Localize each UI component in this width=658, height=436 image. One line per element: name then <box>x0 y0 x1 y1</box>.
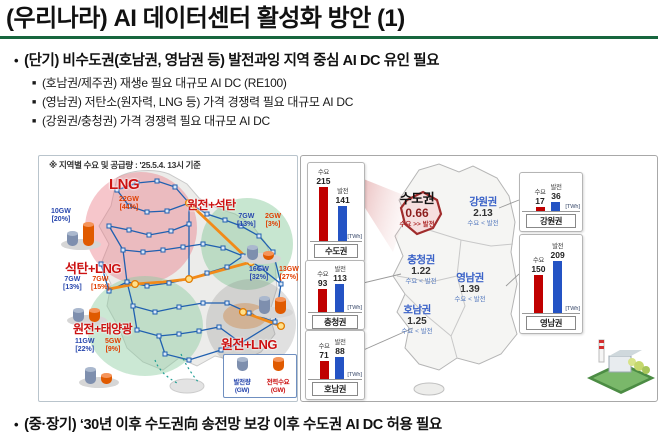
supply-cylinder-icon <box>247 245 258 260</box>
sub-bullet: ■ (호남권/제주권) 재생e 필요 대규모 AI DC (RE100) <box>32 76 287 91</box>
supply-cylinder-icon <box>259 296 270 314</box>
chart-card-chungcheong: 수요 93 발전 113 [TWh] 충청권 <box>305 260 365 330</box>
region-map <box>341 163 655 396</box>
legend-supply: 발전량 (GW) <box>224 355 260 397</box>
bars-area: 수요 215 발전 141 [TWh] <box>310 165 362 242</box>
nuclear-solar-demand-value: 5GW [9%] <box>105 338 121 354</box>
title-divider <box>0 36 658 40</box>
bars-area: 수요 150 발전 209 [TWh] <box>522 237 580 314</box>
coal-lng-cylinders <box>67 290 107 326</box>
power-grid-map-panel: ※ 지역별 수요 및 공급량 : '25.5.4. 13시 기준 <box>38 155 299 402</box>
marker-label-coal-lng: 석탄+LNG <box>65 261 121 276</box>
supply-bar <box>338 206 348 241</box>
card-connectors <box>358 199 520 353</box>
demand-cylinder-icon <box>89 308 100 322</box>
main-bullet: • (단기) 비수도권(호남권, 영남권 등) 발전과잉 지역 중심 AI DC … <box>14 53 440 70</box>
supply-bar <box>335 284 345 312</box>
supply-cylinder-icon <box>236 357 248 371</box>
chart-card-gangwon: 수요 17 발전 36 [TWh] 강원권 <box>519 172 583 232</box>
bars-area: 수요 93 발전 113 [TWh] <box>308 263 362 313</box>
demand-cylinder-icon <box>83 222 94 246</box>
marker-label-nuclear-solar: 원전+태양광 <box>73 322 133 336</box>
lng-supply-value: 10GW [20%] <box>51 208 71 224</box>
platter <box>253 307 293 318</box>
bars-area: 수요 71 발전 88 [TWh] <box>308 333 362 380</box>
sub-bullet: ■ (영남권) 저탄소(원자력, LNG 등) 가격 경쟁력 필요 대규모 AI … <box>32 95 354 110</box>
chart-card-title: 충청권 <box>312 315 358 329</box>
marker-label-nuclear-coal: 원전+석탄 <box>187 198 236 212</box>
region-label-chungcheong: 충청권 1.22 수요 < 발전 <box>405 254 437 285</box>
region-label-honam: 호남권 1.25 수요 < 발전 <box>401 304 433 335</box>
bullet-square-icon: ■ <box>32 99 36 107</box>
lng-demand-value: 22GW [44%] <box>119 196 139 212</box>
bullet-list: • (단기) 비수도권(호남권, 영남권 등) 발전과잉 지역 중심 AI DC … <box>0 39 658 129</box>
demand-cylinder-icon <box>263 251 274 260</box>
nuclear-coal-demand-value: 2GW [3%] <box>265 213 281 229</box>
nuclear-lng-cylinders <box>253 282 293 318</box>
bottom-bullet: • (중·장기) ‘30년 이후 수도권向 송전망 보강 이후 수도권 AI DC… <box>14 417 442 433</box>
supply-bar <box>553 261 563 313</box>
bullet-square-icon: ■ <box>32 80 36 88</box>
demand-cylinder-icon <box>272 357 284 371</box>
platter <box>79 377 119 388</box>
platter <box>67 315 107 326</box>
demand-bar <box>318 187 328 241</box>
demand-bar <box>318 289 328 312</box>
region-label-yeongnam: 영남권 1.39 수요 < 발전 <box>454 272 486 303</box>
demand-bar <box>535 207 545 211</box>
nuclear-lng-supply-value: 16GW [32%] <box>249 266 269 282</box>
bullet-dot-icon: • <box>14 53 19 69</box>
coal-lng-supply-value: 7GW [13%] <box>63 276 82 292</box>
supply-bar <box>335 357 345 379</box>
chart-card-title: 강원권 <box>526 214 576 228</box>
grid-map-legend: 발전량 (GW) 전력수요 (GW) <box>223 354 297 398</box>
marker-label-nuclear-lng: 원전+LNG <box>221 337 277 352</box>
chart-card-sudogwon: 수요 215 발전 141 [TWh] 수도권 <box>307 162 365 262</box>
supply-cylinder-icon <box>67 231 78 246</box>
supply-cylinder-icon <box>85 367 96 384</box>
page-title: (우리나라) AI 데이터센터 활성화 방안 (1) <box>6 5 405 32</box>
korea-landmass <box>98 170 278 371</box>
marker-label-lng: LNG <box>109 176 140 193</box>
chart-card-yeongnam: 수요 150 발전 209 [TWh] 영남권 <box>519 234 583 334</box>
jeju-island <box>413 382 445 396</box>
demand-cylinder-icon <box>101 373 112 384</box>
platter <box>61 239 101 250</box>
supply-cylinder-icon <box>73 308 84 322</box>
nuclear-coal-supply-value: 7GW [13%] <box>237 213 256 229</box>
supply-bar <box>551 202 561 211</box>
demand-cylinder-icon <box>275 297 286 314</box>
demand-bar <box>533 275 543 313</box>
map-note: ※ 지역별 수요 및 공급량 : '25.5.4. 13시 기준 <box>49 160 201 170</box>
nuclear-lng-demand-value: 13GW [27%] <box>279 266 299 282</box>
chart-card-title: 호남권 <box>312 382 358 396</box>
zone-lng <box>85 172 197 284</box>
bullet-square-icon: ■ <box>32 118 36 126</box>
nuclear-solar-cylinders <box>79 352 119 388</box>
chart-card-title: 영남권 <box>526 316 576 330</box>
lng-cylinders <box>61 214 101 250</box>
bars-area: 수요 17 발전 36 [TWh] <box>522 175 580 212</box>
platter <box>241 253 281 264</box>
bullet-dot-icon: • <box>14 417 19 432</box>
region-label-sudogwon: 수도권 0.66 수요 >> 발전 <box>399 191 435 228</box>
figure-row: ※ 지역별 수요 및 공급량 : '25.5.4. 13시 기준 <box>38 155 658 402</box>
coal-lng-demand-value: 7GW [15%] <box>91 276 110 292</box>
power-plant-illustration <box>587 339 655 394</box>
region-label-gangwon: 강원권 2.13 수요 < 발전 <box>467 196 499 227</box>
legend-demand: 전력수요 (GW) <box>260 355 296 397</box>
nuclear-solar-supply-value: 11GW [22%] <box>75 338 95 354</box>
sub-bullet: ■ (강원권/충청권) 가격 경쟁력 필요 대규모 AI DC <box>32 114 270 129</box>
zone-west-green <box>87 276 203 376</box>
grid-network-map <box>85 170 296 394</box>
chart-card-title: 수도권 <box>314 244 358 258</box>
jeju-island <box>169 378 205 394</box>
sudogwon-region <box>399 190 443 236</box>
region-balance-map-panel: 수도권 0.66 수요 >> 발전 강원권 2.13 수요 < 발전 충청권 1… <box>300 155 658 402</box>
chart-card-honam: 수요 71 발전 88 [TWh] 호남권 <box>305 330 365 400</box>
nuclear-coal-cylinders <box>241 228 281 264</box>
demand-bar <box>319 361 329 379</box>
